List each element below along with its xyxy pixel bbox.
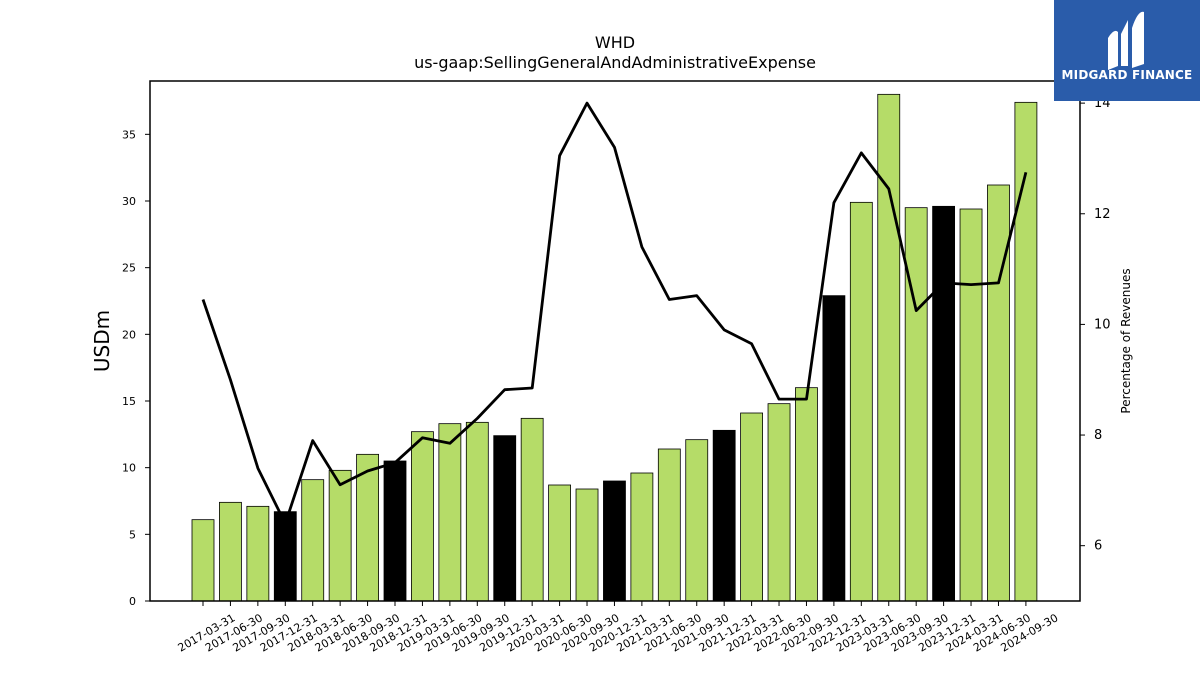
- y2-tick-label: 8: [1094, 428, 1102, 443]
- bar-2020-06-30: [548, 484, 571, 602]
- bar-series: [191, 93, 1038, 602]
- y-tick-label: 5: [129, 528, 136, 541]
- plot-frame: [149, 80, 1081, 602]
- bar-2017-03-31: [191, 519, 215, 602]
- bar-2021-06-30: [657, 448, 681, 602]
- y-tick-label: 35: [122, 128, 136, 141]
- bar-2024-03-31: [959, 208, 983, 602]
- bar-2019-06-30: [438, 423, 462, 602]
- bar-2017-12-31: [273, 511, 297, 602]
- bar-2022-09-30: [795, 387, 818, 602]
- y-tick-label: 15: [122, 395, 136, 408]
- y2-axis-label: Percentage of Revenues: [1119, 268, 1133, 413]
- logo-text: MIDGARD FINANCE: [1061, 68, 1193, 82]
- y-tick-label: 0: [129, 595, 136, 608]
- bar-2020-12-31: [603, 480, 626, 602]
- y2-tick-label: 12: [1094, 207, 1111, 222]
- midgard-logo-icon: [1108, 11, 1144, 70]
- bar-2023-03-31: [849, 201, 873, 602]
- y2-tick-label: 10: [1094, 317, 1111, 332]
- y-tick-label: 20: [122, 328, 136, 341]
- bar-2018-06-30: [328, 469, 352, 602]
- bar-2019-09-30: [465, 421, 489, 602]
- x-axis: 2017-03-312017-06-302017-09-302017-12-31…: [176, 601, 1060, 655]
- y-tick-label: 10: [122, 462, 136, 475]
- chart-title: WHD: [595, 33, 635, 52]
- bar-2017-06-30: [219, 501, 242, 602]
- percentage-line: [201, 101, 1028, 525]
- bar-2018-12-31: [383, 460, 407, 602]
- bar-2022-03-31: [740, 412, 763, 602]
- bar-2021-03-31: [630, 472, 654, 602]
- bar-2018-03-31: [301, 479, 325, 602]
- bar-2019-12-31: [493, 435, 517, 602]
- y2-tick-label: 6: [1094, 539, 1102, 554]
- y-axis-label: USDm: [90, 310, 114, 372]
- midgard-finance-logo: MIDGARD FINANCE: [1054, 0, 1200, 101]
- y-tick-label: 30: [122, 195, 136, 208]
- bar-2020-09-30: [575, 488, 599, 602]
- bar-2023-06-30: [877, 93, 901, 602]
- bar-2021-09-30: [685, 439, 709, 602]
- bar-2022-06-30: [767, 403, 791, 602]
- chart-subtitle: us-gaap:SellingGeneralAndAdministrativeE…: [414, 53, 816, 72]
- bar-2022-12-31: [822, 295, 846, 602]
- line-series: [201, 101, 1028, 525]
- bar-2020-03-31: [520, 417, 544, 602]
- bar-2019-03-31: [411, 431, 434, 602]
- bar-2017-09-30: [246, 505, 270, 602]
- bar-2021-12-31: [712, 429, 736, 602]
- bar-2023-09-30: [904, 207, 928, 602]
- y-axis: 0 5 10 15 20 25 30 35: [122, 128, 150, 608]
- y-tick-label: 25: [122, 262, 136, 275]
- bar-2023-12-31: [932, 205, 956, 602]
